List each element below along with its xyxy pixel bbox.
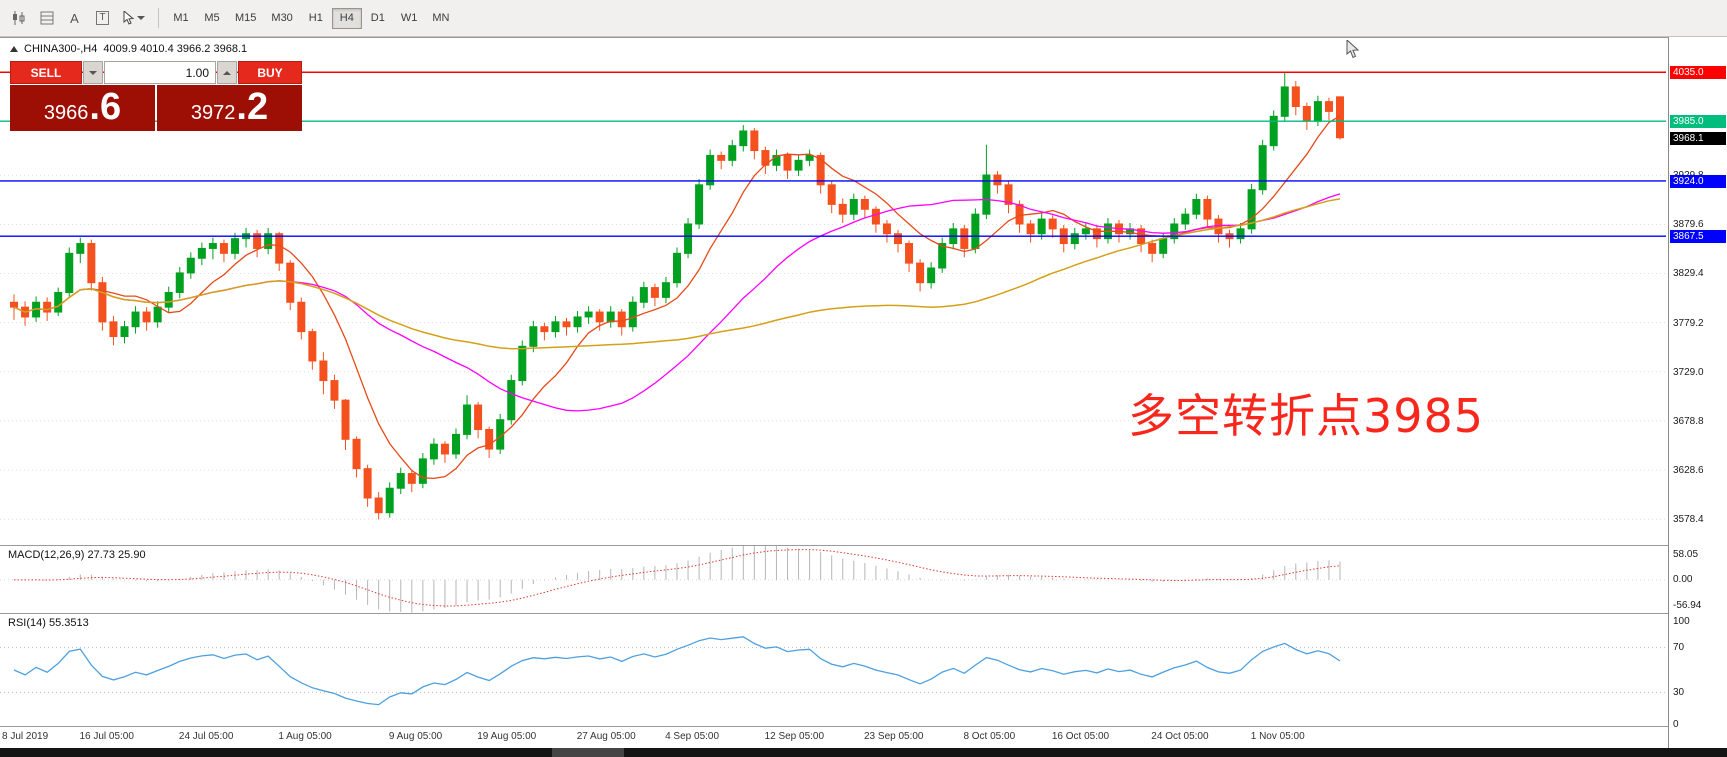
chart-candles-tool-button[interactable] — [5, 6, 32, 30]
price-axis-label: 3729.0 — [1673, 366, 1704, 378]
buy-price-display[interactable]: 3972.2 — [157, 85, 302, 131]
sell-price-frac: .6 — [89, 86, 122, 128]
timeframe-button-m5[interactable]: M5 — [204, 12, 220, 24]
time-axis-label: 9 Aug 05:00 — [388, 731, 443, 742]
rsi-axis-label: 0 — [1673, 719, 1679, 730]
volume-input[interactable] — [104, 61, 216, 84]
one-click-trade-panel: SELL BUY 3966.6 3972.2 — [10, 61, 302, 131]
panel-separator[interactable] — [0, 613, 1727, 614]
timeframe-button-h4[interactable]: H4 — [331, 7, 362, 29]
rsi-indicator-chart[interactable] — [0, 614, 1666, 726]
candles-icon — [12, 11, 24, 25]
toolbar: A T M1 M5 M15 M30 H1 H4 D1 W1 MN — [0, 0, 1727, 37]
taskbar-strip — [0, 748, 1727, 757]
timeframe-button-m1[interactable]: M1 — [173, 12, 189, 24]
time-axis-label: 16 Jul 05:00 — [79, 731, 134, 742]
macd-axis-label: -56.94 — [1673, 600, 1702, 611]
price-axis-label: 3829.4 — [1673, 268, 1704, 280]
mouse-cursor-icon — [1346, 40, 1360, 59]
chart-title: CHINA300-,H4 4009.9 4010.4 3966.2 3968.1 — [10, 43, 247, 55]
timeframe-button-m30[interactable]: M30 — [271, 12, 293, 24]
rsi-axis-label: 100 — [1673, 616, 1690, 627]
timeframe-button-mn[interactable]: MN — [432, 12, 450, 24]
time-axis-label: 1 Nov 05:00 — [1250, 731, 1305, 742]
template-tool-button[interactable]: T — [89, 6, 116, 30]
text-tool-icon: A — [70, 10, 79, 26]
grid-list-tool-button[interactable] — [33, 6, 60, 30]
symbol-arrow-icon — [10, 46, 18, 52]
annotation-text: 多空转折点3985 — [1128, 389, 1485, 443]
rsi-label: RSI(14) 55.3513 — [8, 617, 89, 629]
price-axis[interactable]: 58.05 0.00 -56.94 100 70 30 0 3929.83879… — [1668, 37, 1727, 748]
time-axis-label: 16 Oct 05:00 — [1051, 731, 1110, 742]
time-axis[interactable]: 8 Jul 2019 16 Jul 05:00 24 Jul 05:00 1 Aug … — [0, 727, 1668, 748]
timeframe-button-h1[interactable]: H1 — [308, 12, 323, 24]
panel-separator — [0, 37, 1727, 38]
sell-button[interactable]: SELL — [10, 61, 82, 84]
cursor-icon — [123, 11, 134, 25]
chevron-down-icon — [137, 16, 145, 20]
price-axis-label: 3879.6 — [1673, 219, 1704, 231]
chart-window — [0, 37, 1727, 748]
rsi-axis-label: 70 — [1673, 642, 1685, 653]
time-axis-label: 19 Aug 05:00 — [477, 731, 537, 742]
price-axis-label: 3779.2 — [1673, 317, 1704, 329]
template-icon: T — [96, 11, 109, 25]
buy-price-frac: .2 — [236, 86, 269, 128]
timeframe-button-m15[interactable]: M15 — [235, 12, 257, 24]
text-label-tool-button[interactable]: A — [61, 6, 88, 30]
price-axis-label: 3628.6 — [1673, 465, 1704, 477]
candlestick-chart[interactable] — [0, 38, 1666, 545]
time-axis-label: 27 Aug 05:00 — [576, 731, 636, 742]
price-axis-label: 4035.0 — [1670, 66, 1726, 80]
time-axis-label: 23 Sep 05:00 — [864, 731, 924, 742]
macd-axis-label: 58.05 — [1673, 549, 1699, 560]
taskbar-item[interactable] — [552, 748, 624, 757]
macd-axis-label: 0.00 — [1673, 574, 1693, 585]
cursor-tool-button[interactable] — [117, 6, 151, 30]
rsi-axis-label: 30 — [1673, 687, 1685, 698]
chevron-up-icon — [223, 70, 231, 75]
time-axis-label: 8 Jul 2019 — [2, 731, 49, 742]
panel-separator — [0, 726, 1727, 727]
macd-indicator-chart[interactable] — [0, 546, 1666, 613]
grid-icon — [40, 11, 53, 25]
macd-label: MACD(12,26,9) 27.73 25.90 — [8, 549, 146, 561]
buy-price-int: 3972 — [190, 102, 236, 124]
timeframe-button-d1[interactable]: D1 — [370, 12, 385, 24]
price-axis-label: 3924.0 — [1670, 174, 1726, 188]
sell-price-display[interactable]: 3966.6 — [10, 85, 155, 131]
symbol-period-label: CHINA300-,H4 — [24, 43, 98, 55]
price-axis-label: 3678.8 — [1673, 415, 1704, 427]
ohlc-readout: 4009.9 4010.4 3966.2 3968.1 — [103, 43, 248, 55]
sell-price-int: 3966 — [43, 102, 89, 124]
price-axis-label: 3578.4 — [1673, 514, 1704, 526]
timeframe-button-w1[interactable]: W1 — [400, 12, 418, 24]
time-axis-label: 12 Sep 05:00 — [764, 731, 825, 742]
toolbar-separator — [158, 8, 159, 28]
volume-dropdown-button[interactable] — [83, 61, 103, 84]
buy-button[interactable]: BUY — [238, 61, 302, 84]
time-axis-label: 24 Jul 05:00 — [178, 731, 234, 742]
time-axis-label: 4 Sep 05:00 — [665, 731, 720, 742]
chevron-down-icon — [89, 70, 97, 75]
price-axis-label: 3985.0 — [1670, 115, 1726, 129]
time-axis-label: 8 Oct 05:00 — [963, 731, 1016, 742]
volume-increase-button[interactable] — [217, 61, 237, 84]
time-axis-label: 24 Oct 05:00 — [1151, 731, 1209, 742]
time-axis-label: 1 Aug 05:00 — [278, 731, 332, 742]
panel-separator[interactable] — [0, 545, 1727, 546]
price-axis-label: 3968.1 — [1670, 131, 1726, 145]
price-axis-label: 3867.5 — [1670, 230, 1726, 244]
